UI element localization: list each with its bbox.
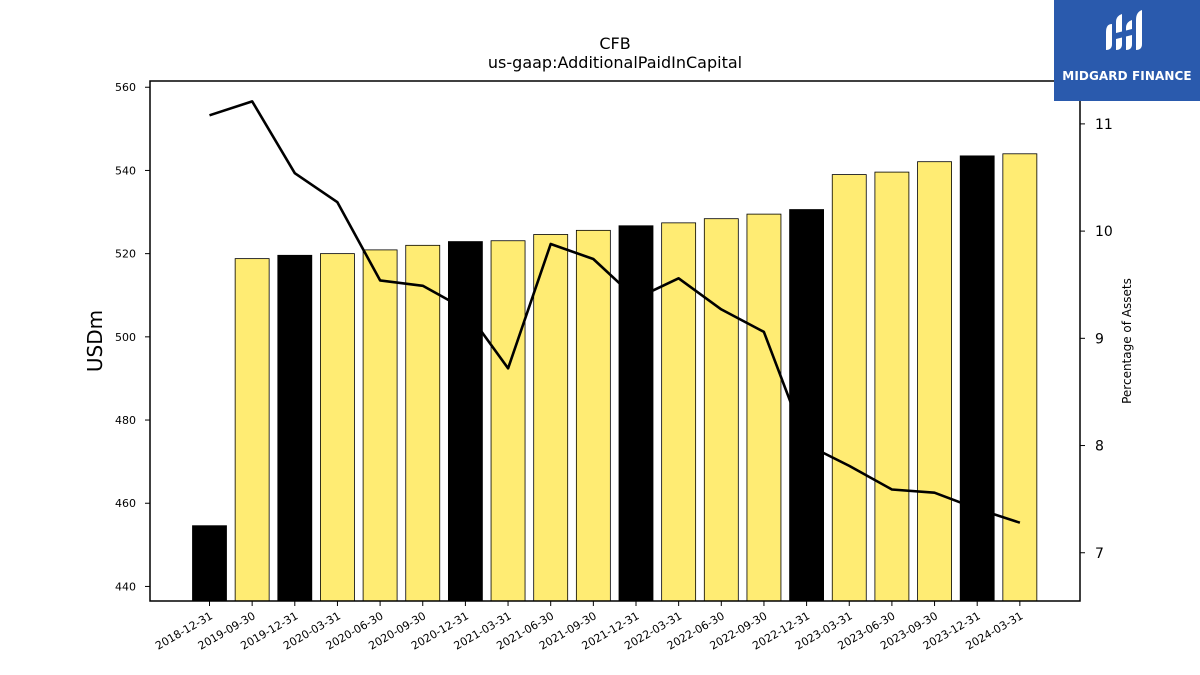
line-layer <box>209 100 1021 524</box>
bar-2021-03-31 <box>490 240 526 602</box>
bar-2023-09-30 <box>917 161 952 602</box>
x-axis: 2018-12-312019-09-302019-12-312020-03-31… <box>153 601 1025 653</box>
bar-2019-09-30 <box>234 258 270 602</box>
chart-subtitle: us-gaap:AdditionalPaidInCapital <box>488 53 742 72</box>
bar-2020-03-31 <box>320 253 355 602</box>
y2-axis-label: Percentage of Assets <box>1120 278 1134 404</box>
bar-2023-03-31 <box>831 174 867 602</box>
y-tick-label: 480 <box>115 414 136 427</box>
bar-2021-12-31 <box>618 225 654 602</box>
y2-tick-label: 7 <box>1095 546 1104 562</box>
y-tick-label: 560 <box>115 81 136 94</box>
bar-2020-06-30 <box>362 249 398 602</box>
y-tick-label: 440 <box>115 580 136 593</box>
y-tick-label: 460 <box>115 497 136 510</box>
bar-2024-03-31 <box>1002 153 1038 602</box>
bar-2019-12-31 <box>277 254 313 602</box>
percentage-of-assets-line <box>209 100 1021 524</box>
chart-title: CFB <box>599 34 630 53</box>
bar-2022-06-30 <box>703 218 739 602</box>
y2-tick-label: 9 <box>1095 331 1104 347</box>
y2-tick-label: 8 <box>1095 439 1104 455</box>
y-tick-label: 540 <box>115 164 136 177</box>
y2-tick-label: 11 <box>1095 117 1113 133</box>
bar-2021-06-30 <box>533 234 569 602</box>
y2-tick-label: 10 <box>1095 224 1113 240</box>
y-tick-label: 520 <box>115 248 136 261</box>
plot-frame <box>149 80 1081 602</box>
bar-2022-09-30 <box>746 213 782 602</box>
y-tick-label: 500 <box>115 331 136 344</box>
bar-2018-12-31 <box>192 525 227 602</box>
logo-mark-icon <box>1106 10 1142 50</box>
bar-2021-09-30 <box>575 229 611 602</box>
bar-2023-12-31 <box>959 155 995 602</box>
bar-2023-06-30 <box>874 171 910 602</box>
y-axis: 440 460 480 500 520 540 560 <box>115 81 150 593</box>
bar-2020-12-31 <box>447 241 483 602</box>
bar-2022-12-31 <box>789 209 824 602</box>
logo-text: MIDGARD FINANCE <box>1062 69 1192 83</box>
bars <box>192 153 1038 602</box>
midgard-finance-logo: MIDGARD FINANCE <box>1054 0 1200 101</box>
bar-2020-09-30 <box>405 244 441 602</box>
y2-axis: 7 8 9 10 11 <box>1080 117 1113 562</box>
y-axis-label: USDm <box>83 310 107 372</box>
